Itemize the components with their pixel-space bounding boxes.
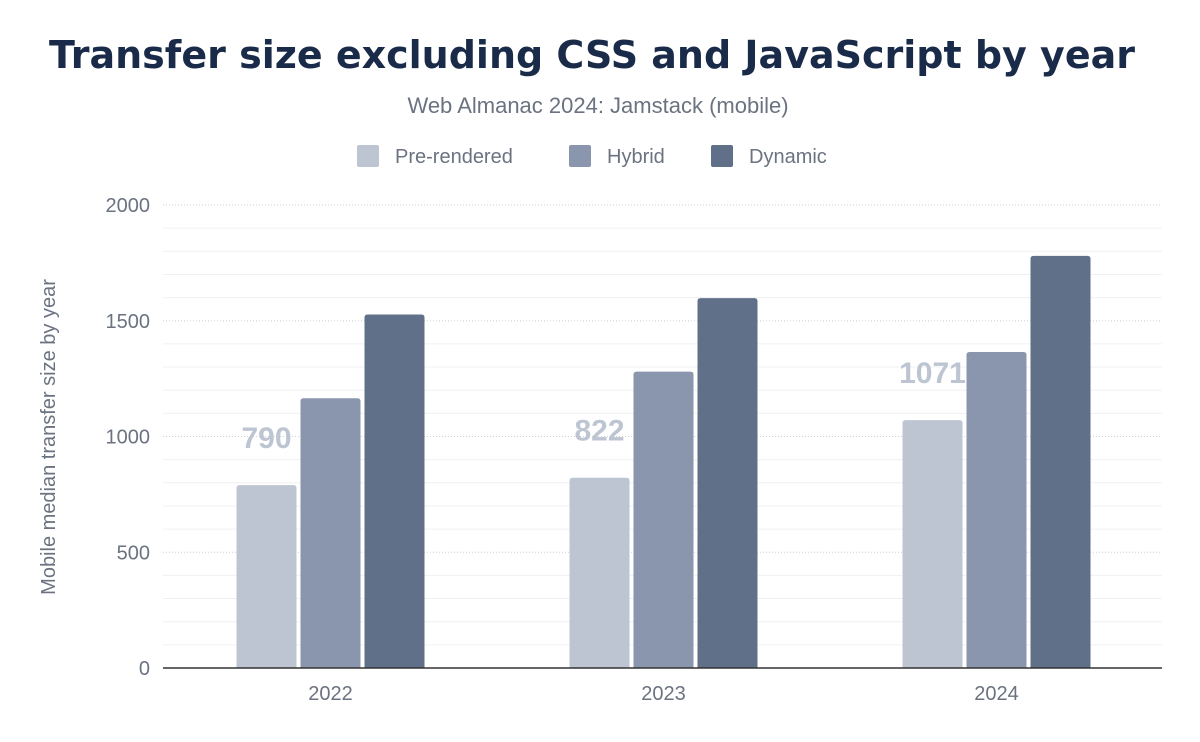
bars: 790 822 1071 — [236, 255, 1091, 668]
y-tick-label: 500 — [117, 542, 150, 564]
y-tick-label: 1000 — [106, 427, 151, 449]
legend-swatch — [357, 145, 379, 167]
legend-item[interactable]: Pre-rendered — [357, 145, 513, 168]
data-label: 1071 — [899, 357, 966, 390]
x-axis: 2022 2023 2024 — [163, 667, 1162, 705]
data-label: 790 — [241, 422, 291, 455]
legend-item[interactable]: Dynamic — [711, 145, 827, 168]
y-axis-label: Mobile median transfer size by year — [38, 279, 60, 595]
legend-swatch — [569, 145, 591, 167]
y-tick-label: 0 — [139, 658, 150, 680]
y-tick-label: 1500 — [106, 311, 151, 333]
chart-title: Transfer size excluding CSS and JavaScri… — [49, 33, 1135, 77]
bar-pre-rendered-2022[interactable] — [236, 485, 297, 668]
bar-pre-rendered-2024[interactable] — [902, 420, 963, 668]
legend-item[interactable]: Hybrid — [569, 145, 665, 168]
legend-label: Pre-rendered — [395, 146, 513, 168]
y-axis: 0 500 1000 1500 2000 — [106, 195, 151, 680]
legend: Pre-rendered Hybrid Dynamic — [357, 145, 827, 168]
data-label: 822 — [574, 415, 624, 448]
bar-dynamic-2022[interactable] — [364, 314, 425, 668]
x-tick-label: 2022 — [308, 683, 353, 705]
legend-swatch — [711, 145, 733, 167]
legend-label: Dynamic — [749, 146, 827, 168]
y-tick-label: 2000 — [106, 195, 151, 217]
bar-hybrid-2022[interactable] — [300, 398, 361, 668]
bar-hybrid-2024[interactable] — [966, 352, 1027, 668]
legend-label: Hybrid — [607, 146, 665, 168]
x-tick-label: 2024 — [974, 683, 1019, 705]
chart-subtitle: Web Almanac 2024: Jamstack (mobile) — [407, 93, 788, 118]
bar-pre-rendered-2023[interactable] — [569, 477, 630, 668]
bar-dynamic-2024[interactable] — [1030, 255, 1091, 668]
bar-dynamic-2023[interactable] — [697, 298, 758, 668]
x-tick-label: 2023 — [641, 683, 686, 705]
bar-hybrid-2023[interactable] — [633, 371, 694, 668]
